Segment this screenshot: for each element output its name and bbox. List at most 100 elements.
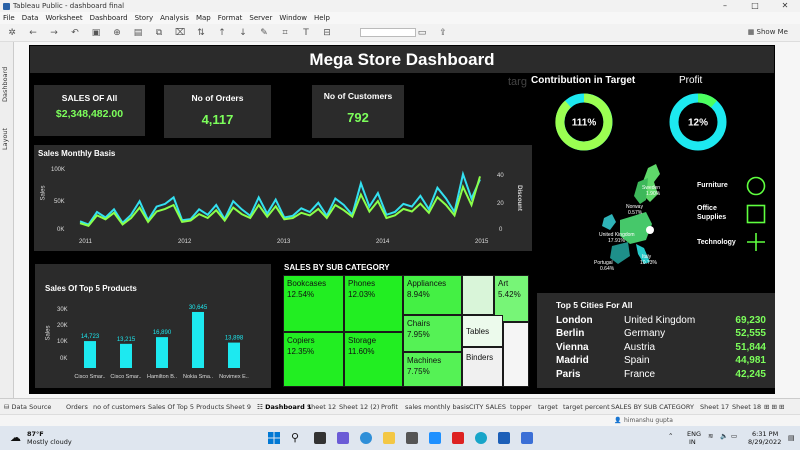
duplicate-icon[interactable]: ⧉ — [155, 27, 163, 38]
bar-2[interactable] — [156, 337, 168, 368]
bar-4[interactable] — [228, 342, 240, 368]
treemap-cell-art[interactable]: Art 5.42% — [494, 275, 529, 322]
tab-sheet-18[interactable]: Sheet 18 — [732, 403, 762, 411]
menu-analysis[interactable]: Analysis — [160, 14, 189, 22]
tab-topper[interactable]: topper — [510, 403, 532, 411]
menu-dashboard[interactable]: Dashboard — [89, 14, 128, 22]
undo-icon[interactable]: ↶ — [71, 27, 79, 38]
europe-map[interactable]: Sweden 1.90% Norway 0.57% United Kingdom… — [590, 160, 690, 280]
tab-sales-monthly-basis[interactable]: sales monthly basis — [405, 403, 470, 411]
bar-1[interactable] — [120, 343, 132, 368]
series-line-sales[interactable] — [79, 170, 481, 226]
notification-icon[interactable]: ▤ — [788, 434, 795, 442]
table-row[interactable]: Vienna Austria 51,844 — [556, 342, 766, 355]
sort-desc-icon[interactable]: ↓ — [239, 27, 247, 38]
tableau-taskbar-icon[interactable] — [429, 432, 441, 444]
sales-by-subcategory-treemap[interactable]: Bookcases 12.54% Phones 12.03% Appliance… — [283, 275, 529, 387]
treemap-cell-copiers[interactable]: Copiers 12.35% — [283, 332, 344, 387]
task-view-icon[interactable] — [314, 432, 326, 444]
treemap-cell-misc-1[interactable] — [462, 275, 494, 315]
tab-sheet-9[interactable]: Sheet 9 — [226, 403, 251, 411]
app-word-icon[interactable] — [498, 432, 510, 444]
menu-worksheet[interactable]: Worksheet — [45, 14, 83, 22]
menu-file[interactable]: File — [3, 14, 15, 22]
swap-icon[interactable]: ⇅ — [197, 27, 205, 38]
lang-secondary[interactable]: IN — [689, 438, 696, 446]
menu-story[interactable]: Story — [134, 14, 154, 22]
forward-arrow-icon[interactable]: → — [50, 27, 58, 38]
dashboard-side-tab[interactable]: Dashboard — [1, 66, 9, 102]
clear-icon[interactable]: ⌧ — [174, 27, 186, 38]
highlight-icon[interactable]: ✎ — [260, 27, 268, 38]
clock-date[interactable]: 8/29/2022 — [748, 438, 782, 446]
treemap-cell-machines[interactable]: Machines 7.75% — [403, 352, 462, 387]
present-icon[interactable]: ▭ — [417, 27, 427, 38]
store-icon[interactable] — [406, 432, 418, 444]
label-icon[interactable]: T — [303, 27, 309, 38]
new-datasource-icon[interactable]: ⊕ — [113, 27, 121, 38]
tab-sheet-12-2[interactable]: Sheet 12 (2) — [339, 403, 380, 411]
save-icon[interactable]: ▣ — [91, 27, 101, 38]
treemap-cell-binders[interactable]: Binders — [462, 347, 503, 387]
volume-icon[interactable]: 🔈 — [720, 432, 729, 440]
wifi-icon[interactable]: ≋ — [708, 432, 714, 440]
windows-start-icon[interactable] — [268, 432, 280, 444]
top5-products-bar-chart[interactable]: 14,723 Cisco Smar.. 13,215 Cisco Smar.. 16,8… — [72, 294, 268, 384]
battery-icon[interactable]: ▭ — [731, 432, 738, 440]
treemap-cell-phones[interactable]: Phones 12.03% — [344, 275, 403, 332]
app-circle-icon[interactable] — [475, 432, 487, 444]
show-me-button[interactable]: ▦ Show Me — [748, 28, 788, 36]
status-user[interactable]: himanshu gupta — [624, 417, 673, 424]
tab-city-sales[interactable]: CITY SALES — [469, 403, 507, 411]
tab-target-percent[interactable]: target percent — [563, 403, 610, 411]
teams-icon[interactable] — [337, 432, 349, 444]
tab-profit[interactable]: Profit — [381, 403, 398, 411]
fix-axes-icon[interactable]: ⊟ — [323, 27, 331, 38]
table-row[interactable]: Madrid Spain 44,981 — [556, 355, 766, 368]
bar-3[interactable] — [192, 311, 204, 368]
tab-dashboard-1[interactable]: ☷ Dashboard 1 — [257, 403, 312, 411]
tableau-logo-icon[interactable]: ✲ — [8, 27, 16, 38]
target-donut-chart[interactable]: 111% — [552, 90, 616, 154]
fit-dropdown[interactable] — [360, 28, 416, 37]
menu-data[interactable]: Data — [21, 14, 39, 22]
kpi-customers-card[interactable]: No of Customers 792 — [312, 85, 404, 138]
table-row[interactable]: Berlin Germany 52,555 — [556, 328, 766, 341]
treemap-cell-chairs[interactable]: Chairs 7.95% — [403, 315, 462, 352]
profit-donut-chart[interactable]: 12% — [666, 90, 730, 154]
treemap-cell-tables[interactable]: Tables — [462, 315, 503, 347]
table-row[interactable]: London United Kingdom 69,230 — [556, 315, 766, 328]
kpi-sales-card[interactable]: SALES OF All $2,348,482.00 — [34, 85, 145, 136]
menu-map[interactable]: Map — [195, 14, 211, 22]
series-line-discount[interactable] — [79, 176, 481, 227]
treemap-cell-bookcases[interactable]: Bookcases 12.54% — [283, 275, 344, 332]
bar-0[interactable] — [84, 341, 96, 368]
file-explorer-icon[interactable] — [383, 432, 395, 444]
layout-side-tab[interactable]: Layout — [1, 127, 9, 150]
weather-desc[interactable]: Mostly cloudy — [27, 438, 72, 446]
tab-sheet-17[interactable]: Sheet 17 — [700, 403, 730, 411]
tab-sales-top5[interactable]: Sales Of Top 5 Products — [148, 403, 225, 411]
menu-server[interactable]: Server — [249, 14, 273, 22]
tab-sheet-12[interactable]: Sheet 12 — [307, 403, 337, 411]
table-row[interactable]: Paris France 42,245 — [556, 369, 766, 382]
kpi-orders-card[interactable]: No of Orders 4,117 — [164, 85, 271, 138]
tray-chevron-icon[interactable]: ⌃ — [668, 432, 674, 440]
clock-time[interactable]: 6:31 PM — [752, 430, 779, 438]
treemap-cell-misc-2[interactable] — [503, 322, 529, 387]
menu-help[interactable]: Help — [313, 14, 330, 22]
mcafee-icon[interactable] — [452, 432, 464, 444]
weather-cloud-icon[interactable]: ☁ — [10, 431, 21, 444]
minimize-button[interactable]: – — [723, 1, 727, 10]
share-icon[interactable]: ⇪ — [439, 27, 447, 38]
lang-primary[interactable]: ENG — [687, 430, 702, 438]
sort-asc-icon[interactable]: ↑ — [218, 27, 226, 38]
tab-sales-by-sub-category[interactable]: SALES BY SUB CATEGORY — [611, 403, 694, 411]
close-button[interactable]: ✕ — [781, 1, 789, 10]
search-icon[interactable]: ⚲ — [291, 431, 300, 444]
app-grid-icon[interactable] — [521, 432, 533, 444]
monthly-sales-line-chart[interactable] — [70, 160, 490, 235]
new-sheet-icon[interactable]: ▤ — [133, 27, 143, 38]
treemap-cell-appliances[interactable]: Appliances 8.94% — [403, 275, 462, 315]
maximize-button[interactable]: □ — [751, 1, 759, 10]
